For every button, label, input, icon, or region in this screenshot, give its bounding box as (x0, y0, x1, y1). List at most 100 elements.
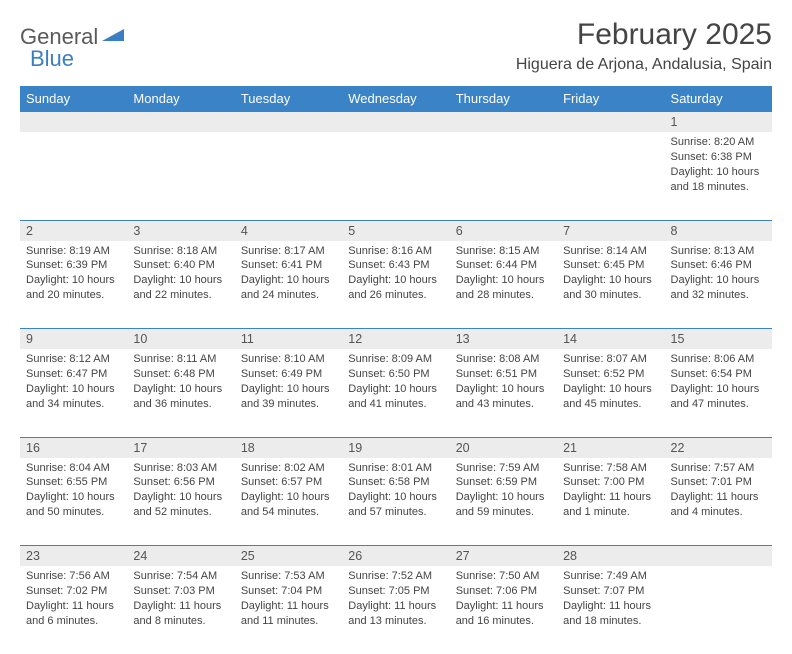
sunrise-text: Sunrise: 7:50 AM (456, 569, 551, 584)
day-number: 2 (20, 221, 127, 241)
day-data-cell: Sunrise: 8:04 AMSunset: 6:55 PMDaylight:… (20, 458, 127, 546)
day-number-cell (235, 112, 342, 133)
sunset-text: Sunset: 6:47 PM (26, 367, 121, 382)
day-number-cell (665, 546, 772, 567)
day-number: 6 (450, 221, 557, 241)
title-block: February 2025 Higuera de Arjona, Andalus… (516, 18, 772, 74)
day-number-cell: 24 (127, 546, 234, 567)
daylight-text: Daylight: 10 hours and 28 minutes. (456, 273, 551, 303)
day-number: 26 (342, 546, 449, 566)
day-data-cell (557, 132, 664, 220)
sunrise-text: Sunrise: 8:16 AM (348, 244, 443, 259)
day-number (557, 112, 664, 118)
day-header: Thursday (450, 86, 557, 112)
day-data: Sunrise: 8:07 AMSunset: 6:52 PMDaylight:… (557, 349, 664, 417)
day-data-cell: Sunrise: 7:52 AMSunset: 7:05 PMDaylight:… (342, 566, 449, 654)
sunrise-text: Sunrise: 8:07 AM (563, 352, 658, 367)
day-data-cell: Sunrise: 8:08 AMSunset: 6:51 PMDaylight:… (450, 349, 557, 437)
day-data-cell: Sunrise: 8:01 AMSunset: 6:58 PMDaylight:… (342, 458, 449, 546)
sunset-text: Sunset: 6:57 PM (241, 475, 336, 490)
day-number-cell: 16 (20, 437, 127, 458)
day-number: 3 (127, 221, 234, 241)
daylight-text: Daylight: 11 hours and 11 minutes. (241, 599, 336, 629)
day-number-cell: 21 (557, 437, 664, 458)
sunrise-text: Sunrise: 8:11 AM (133, 352, 228, 367)
sunset-text: Sunset: 6:44 PM (456, 258, 551, 273)
day-number-cell (127, 112, 234, 133)
sunrise-text: Sunrise: 7:56 AM (26, 569, 121, 584)
day-data: Sunrise: 8:16 AMSunset: 6:43 PMDaylight:… (342, 241, 449, 309)
day-data: Sunrise: 8:02 AMSunset: 6:57 PMDaylight:… (235, 458, 342, 526)
day-number-cell: 15 (665, 329, 772, 350)
day-number-cell: 25 (235, 546, 342, 567)
day-number: 16 (20, 438, 127, 458)
day-data: Sunrise: 8:14 AMSunset: 6:45 PMDaylight:… (557, 241, 664, 309)
sunrise-text: Sunrise: 8:09 AM (348, 352, 443, 367)
day-data (665, 566, 772, 575)
day-number: 12 (342, 329, 449, 349)
day-data-cell: Sunrise: 8:13 AMSunset: 6:46 PMDaylight:… (665, 241, 772, 329)
sunrise-text: Sunrise: 8:03 AM (133, 461, 228, 476)
day-number-cell (450, 112, 557, 133)
daylight-text: Daylight: 10 hours and 54 minutes. (241, 490, 336, 520)
day-data: Sunrise: 7:59 AMSunset: 6:59 PMDaylight:… (450, 458, 557, 526)
sunset-text: Sunset: 6:49 PM (241, 367, 336, 382)
day-data-cell: Sunrise: 7:54 AMSunset: 7:03 PMDaylight:… (127, 566, 234, 654)
day-number: 5 (342, 221, 449, 241)
day-data: Sunrise: 7:54 AMSunset: 7:03 PMDaylight:… (127, 566, 234, 634)
day-data: Sunrise: 7:52 AMSunset: 7:05 PMDaylight:… (342, 566, 449, 634)
sunset-text: Sunset: 6:54 PM (671, 367, 766, 382)
sunset-text: Sunset: 7:01 PM (671, 475, 766, 490)
sunrise-text: Sunrise: 8:01 AM (348, 461, 443, 476)
day-data-cell (450, 132, 557, 220)
day-data: Sunrise: 8:18 AMSunset: 6:40 PMDaylight:… (127, 241, 234, 309)
sunset-text: Sunset: 6:38 PM (671, 150, 766, 165)
day-number: 4 (235, 221, 342, 241)
sunset-text: Sunset: 6:59 PM (456, 475, 551, 490)
daylight-text: Daylight: 10 hours and 34 minutes. (26, 382, 121, 412)
sunset-text: Sunset: 6:46 PM (671, 258, 766, 273)
day-number: 13 (450, 329, 557, 349)
day-number-cell: 3 (127, 220, 234, 241)
daylight-text: Daylight: 10 hours and 59 minutes. (456, 490, 551, 520)
calendar-table: SundayMondayTuesdayWednesdayThursdayFrid… (20, 86, 772, 654)
day-number-cell: 27 (450, 546, 557, 567)
day-data (235, 132, 342, 141)
logo-text-blue: Blue (30, 46, 74, 72)
day-number: 23 (20, 546, 127, 566)
day-number-cell: 18 (235, 437, 342, 458)
day-number: 15 (665, 329, 772, 349)
sunset-text: Sunset: 7:03 PM (133, 584, 228, 599)
day-data: Sunrise: 8:08 AMSunset: 6:51 PMDaylight:… (450, 349, 557, 417)
day-data-cell: Sunrise: 7:59 AMSunset: 6:59 PMDaylight:… (450, 458, 557, 546)
sunrise-text: Sunrise: 8:08 AM (456, 352, 551, 367)
daylight-text: Daylight: 10 hours and 52 minutes. (133, 490, 228, 520)
daylight-text: Daylight: 10 hours and 45 minutes. (563, 382, 658, 412)
day-number-cell (342, 112, 449, 133)
day-data-cell: Sunrise: 7:57 AMSunset: 7:01 PMDaylight:… (665, 458, 772, 546)
sunset-text: Sunset: 6:58 PM (348, 475, 443, 490)
day-number-cell: 13 (450, 329, 557, 350)
day-data: Sunrise: 7:58 AMSunset: 7:00 PMDaylight:… (557, 458, 664, 526)
sunset-text: Sunset: 7:06 PM (456, 584, 551, 599)
day-header: Friday (557, 86, 664, 112)
daylight-text: Daylight: 11 hours and 16 minutes. (456, 599, 551, 629)
day-header: Tuesday (235, 86, 342, 112)
daylight-text: Daylight: 10 hours and 41 minutes. (348, 382, 443, 412)
day-data: Sunrise: 7:57 AMSunset: 7:01 PMDaylight:… (665, 458, 772, 526)
daylight-text: Daylight: 10 hours and 43 minutes. (456, 382, 551, 412)
sunset-text: Sunset: 7:04 PM (241, 584, 336, 599)
day-data (127, 132, 234, 141)
day-number: 7 (557, 221, 664, 241)
day-data: Sunrise: 7:50 AMSunset: 7:06 PMDaylight:… (450, 566, 557, 634)
day-data-cell (127, 132, 234, 220)
sunrise-text: Sunrise: 8:13 AM (671, 244, 766, 259)
day-number: 22 (665, 438, 772, 458)
day-data-cell (20, 132, 127, 220)
sunrise-text: Sunrise: 8:20 AM (671, 135, 766, 150)
sunset-text: Sunset: 6:56 PM (133, 475, 228, 490)
daylight-text: Daylight: 10 hours and 39 minutes. (241, 382, 336, 412)
day-data-cell (342, 132, 449, 220)
sunset-text: Sunset: 6:48 PM (133, 367, 228, 382)
sunrise-text: Sunrise: 7:57 AM (671, 461, 766, 476)
